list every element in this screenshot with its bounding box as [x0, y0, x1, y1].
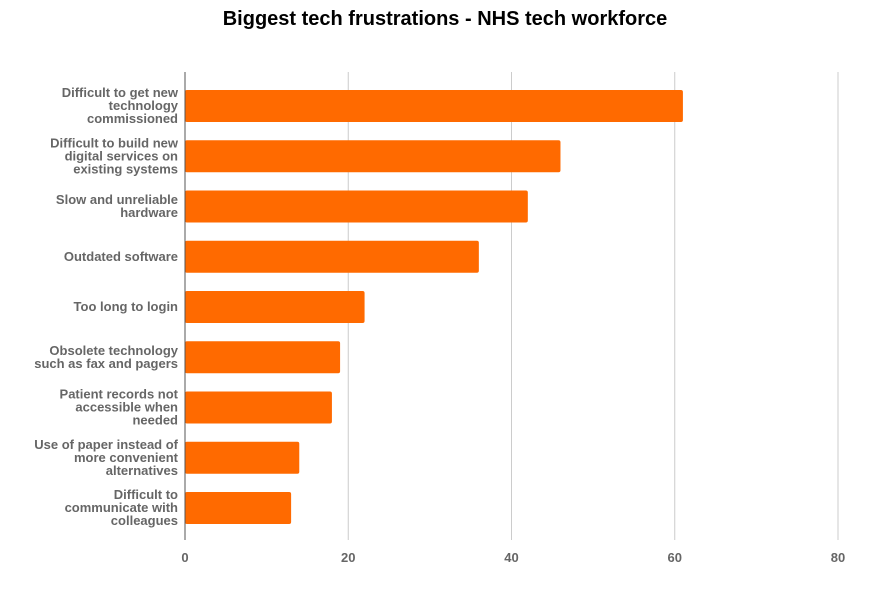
bar	[185, 190, 528, 223]
x-tick-label: 0	[181, 550, 188, 565]
category-label: Patient records not accessible when needed	[60, 387, 179, 428]
x-tick-label: 20	[341, 550, 355, 565]
category-label: Obsolete technology such as fax and pager…	[34, 343, 179, 371]
category-labels: Difficult to get new technology commission…	[34, 85, 179, 528]
bar	[185, 341, 341, 374]
category-label: Difficult to get new technology commission…	[62, 85, 179, 126]
category-label: Difficult to build new digital services o…	[50, 135, 179, 176]
bars	[185, 90, 683, 524]
bar	[185, 291, 365, 323]
category-label: Use of paper instead of more convenient al…	[34, 437, 178, 478]
bar	[185, 90, 683, 122]
category-label: Outdated software	[64, 249, 178, 264]
bar	[185, 492, 292, 524]
bar	[185, 391, 332, 424]
bar	[185, 240, 479, 273]
bar	[185, 140, 561, 173]
x-tick-label: 80	[831, 550, 845, 565]
category-label: Too long to login	[74, 299, 179, 314]
x-tick-label: 60	[668, 550, 682, 565]
x-tick-label: 40	[504, 550, 518, 565]
category-label: Difficult to communicate with colleagues	[65, 487, 178, 528]
bar	[185, 441, 300, 474]
x-tick-labels: 0 20 40 60 80	[181, 550, 845, 565]
chart-title: Biggest tech frustrations - NHS tech wor…	[222, 8, 668, 30]
category-label: Slow and unreliable hardware	[56, 192, 178, 220]
